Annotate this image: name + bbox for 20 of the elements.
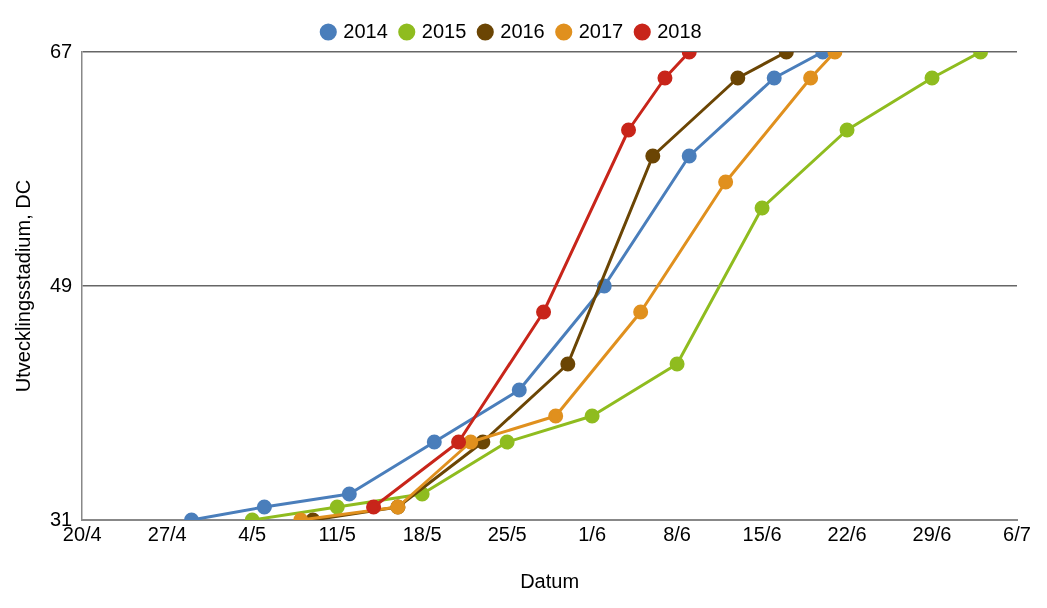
- x-tick-label: 18/5: [402, 522, 442, 545]
- x-tick-label: 29/6: [912, 522, 952, 545]
- y-tick-label: 67: [50, 39, 73, 62]
- legend-label: 2016: [500, 19, 545, 42]
- x-tick-label: 25/5: [487, 522, 527, 545]
- x-tick-label: 6/7: [1003, 522, 1031, 545]
- x-tick-label: 15/6: [742, 522, 782, 545]
- x-axis-title: Datum: [520, 569, 580, 592]
- x-tick-label: 27/4: [147, 522, 187, 545]
- x-tick-label: 1/6: [578, 522, 607, 545]
- x-tick-label: 11/5: [318, 522, 356, 545]
- x-tick-label: 22/6: [827, 522, 867, 545]
- legend-label: 2018: [657, 19, 702, 42]
- legend-label: 2015: [421, 19, 467, 42]
- legend-label: 2017: [578, 19, 624, 42]
- y-tick-label: 49: [50, 273, 73, 296]
- x-tick-label: 4/5: [238, 522, 267, 545]
- x-tick-label: 8/6: [663, 522, 691, 545]
- y-axis-title: Utvecklingsstadium, DC: [11, 179, 34, 393]
- legend-label: 2014: [343, 19, 388, 42]
